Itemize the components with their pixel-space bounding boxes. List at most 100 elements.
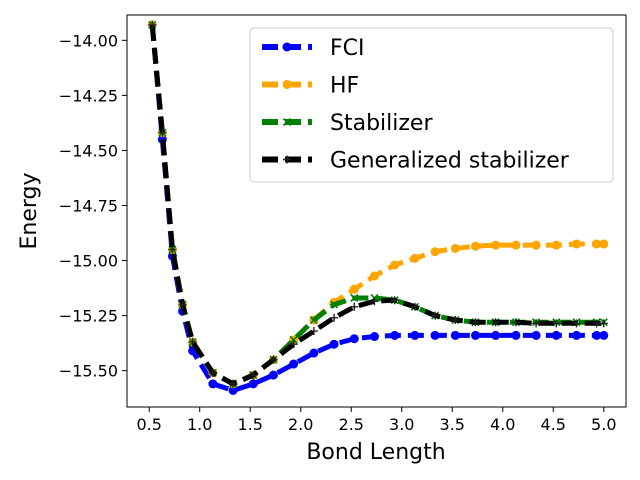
series-generalized-stabilizer [148, 20, 608, 388]
legend-marker-hf [282, 80, 292, 89]
data-point-hf [572, 239, 582, 249]
x-tick-label: 2.5 [339, 415, 364, 434]
x-tick-label: 0.5 [136, 415, 161, 434]
x-tick-label: 2.0 [288, 415, 313, 434]
data-point-generalized-stabilizer [599, 319, 608, 328]
data-point-fci [390, 330, 400, 340]
y-tick-label: −14.00 [59, 31, 118, 50]
data-point-fci [248, 379, 258, 389]
x-tick-label: 4.5 [541, 415, 566, 434]
data-point-hf [551, 240, 561, 250]
data-point-fci [470, 330, 480, 340]
data-point-fci [208, 379, 218, 389]
data-point-fci [511, 330, 521, 340]
data-point-fci [450, 330, 460, 340]
data-point-stabilizer [330, 300, 339, 309]
data-point-fci [491, 330, 501, 340]
x-tick-label: 4.0 [490, 415, 515, 434]
data-point-fci [430, 330, 440, 340]
series-layer [147, 20, 609, 395]
legend-entry-fci: FCI [262, 36, 365, 61]
data-point-generalized-stabilizer [451, 316, 460, 325]
data-point-fci [329, 339, 339, 349]
x-tick-label: 5.0 [591, 415, 616, 434]
data-point-generalized-stabilizer [431, 311, 440, 320]
y-tick-label: −14.75 [59, 196, 118, 215]
data-point-fci [268, 370, 278, 380]
data-point-hf [450, 243, 460, 253]
series-line-generalized-stabilizer [149, 24, 604, 387]
data-point-generalized-stabilizer [511, 318, 520, 327]
data-point-fci [572, 330, 582, 340]
data-point-generalized-stabilizer [249, 371, 258, 380]
data-point-generalized-stabilizer [188, 338, 197, 347]
data-point-fci [410, 330, 420, 340]
x-tick-label: 1.0 [187, 415, 212, 434]
x-tick-label: 3.5 [440, 415, 465, 434]
data-point-fci [551, 330, 561, 340]
plot-frame [126, 14, 627, 408]
data-point-hf [599, 239, 609, 249]
y-tick-label: −14.25 [59, 86, 118, 105]
legend-label-fci: FCI [330, 36, 365, 61]
x-axis-label: Bond Length [306, 440, 445, 465]
data-point-generalized-stabilizer [350, 302, 359, 311]
legend-entry-stabilizer: Stabilizer [262, 111, 433, 136]
data-point-stabilizer [309, 315, 318, 325]
data-point-fci [531, 330, 541, 340]
data-point-generalized-stabilizer [289, 340, 298, 349]
data-point-stabilizer [289, 335, 298, 344]
legend-label-hf: HF [330, 74, 359, 99]
data-point-generalized-stabilizer [309, 327, 318, 336]
data-point-generalized-stabilizer [410, 302, 419, 311]
legend-marker-fci [282, 42, 292, 52]
x-axis: 0.5 1.0 1.5 2.0 2.5 3.0 3.5 4.0 4.5 5.0 [136, 407, 617, 434]
data-point-generalized-stabilizer [229, 379, 238, 388]
y-tick-label: −14.50 [59, 141, 118, 160]
data-point-hf [491, 240, 501, 250]
y-axis: −14.00 −14.25 −14.50 −14.75 −15.00 −15.25 −15.… [59, 31, 127, 381]
data-point-hf [430, 247, 440, 257]
data-point-generalized-stabilizer [330, 313, 339, 322]
y-tick-label: −15.50 [59, 362, 118, 381]
legend-label-generalized-stabilizer: Generalized stabilizer [330, 149, 570, 174]
data-point-generalized-stabilizer [370, 297, 379, 306]
data-point-generalized-stabilizer [532, 319, 541, 328]
data-point-fci [289, 359, 299, 369]
legend: FCI HF Stabilizer Generalized stabilizer [249, 27, 614, 183]
data-point-generalized-stabilizer [269, 355, 278, 364]
data-point-fci [599, 330, 609, 340]
data-point-fci [349, 334, 359, 344]
data-point-hf [349, 284, 359, 294]
x-tick-label: 1.5 [238, 415, 263, 434]
data-point-generalized-stabilizer [168, 245, 177, 254]
legend-label-stabilizer: Stabilizer [330, 111, 433, 136]
data-point-hf [511, 240, 521, 250]
data-point-hf [531, 240, 541, 250]
data-point-generalized-stabilizer [592, 319, 601, 328]
data-point-generalized-stabilizer [390, 296, 399, 305]
data-point-generalized-stabilizer [572, 319, 581, 328]
data-point-fci [309, 348, 319, 358]
y-tick-label: −15.25 [59, 307, 118, 326]
data-point-hf [410, 253, 420, 263]
data-point-generalized-stabilizer [148, 20, 157, 29]
legend-frame [249, 27, 614, 183]
data-point-generalized-stabilizer [208, 368, 217, 377]
legend-entry-generalized-stabilizer: Generalized stabilizer [262, 149, 570, 174]
legend-marker-generalized-stabilizer [283, 155, 291, 164]
data-point-fci [369, 332, 379, 342]
data-point-hf [390, 260, 400, 270]
data-point-generalized-stabilizer [178, 300, 187, 309]
legend-marker-stabilizer [282, 117, 292, 127]
data-point-generalized-stabilizer [552, 319, 561, 328]
x-tick-label: 3.0 [389, 415, 414, 434]
legend-entry-hf: HF [262, 74, 359, 99]
y-tick-label: −15.00 [59, 252, 118, 271]
data-point-hf [369, 271, 379, 281]
data-point-hf [470, 241, 480, 251]
data-point-stabilizer [350, 293, 359, 303]
data-point-generalized-stabilizer [158, 128, 167, 137]
data-point-generalized-stabilizer [491, 318, 500, 327]
